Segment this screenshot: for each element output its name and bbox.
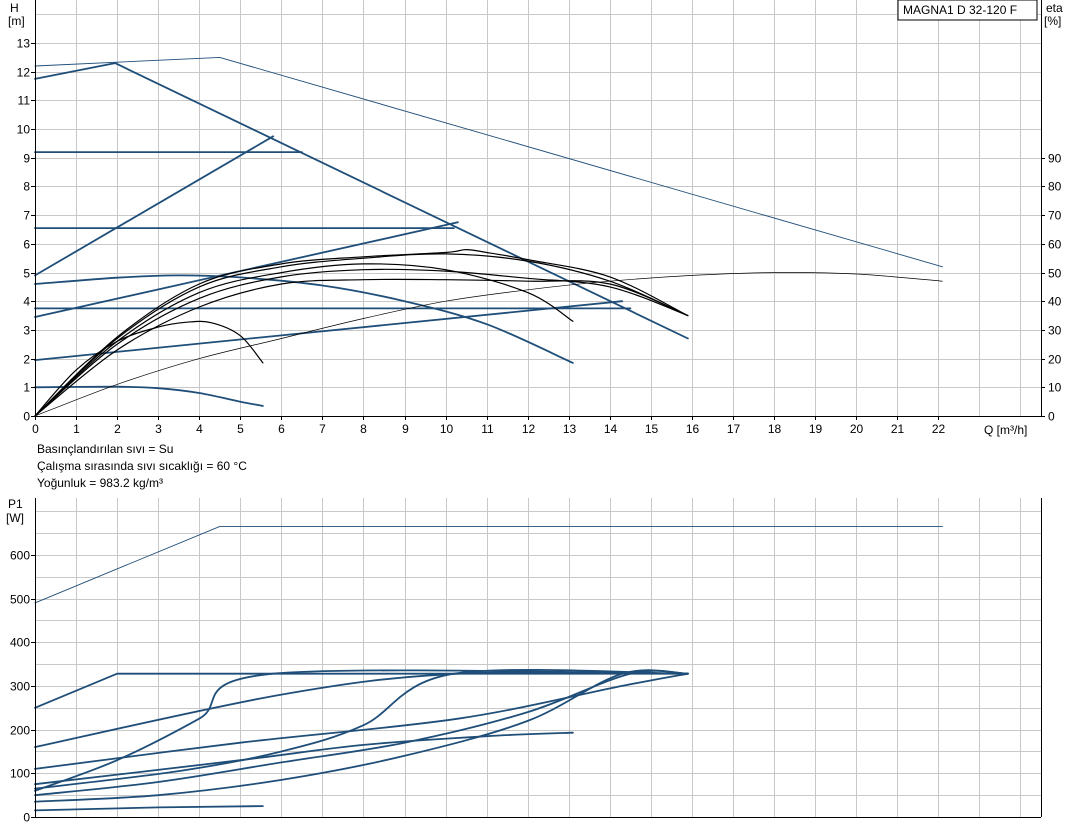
- q-tick-label: 12: [522, 422, 536, 436]
- q-tick-label: 8: [360, 422, 367, 436]
- eta-tick-label: 10: [1048, 381, 1062, 395]
- h-y-tick-label: 13: [17, 37, 31, 51]
- grid-layer: [35, 0, 1041, 817]
- p1-curve: [34, 805, 264, 812]
- info-line-fluid: Basınçlandırılan sıvı = Su: [37, 442, 173, 456]
- h-y-tick-label: 1: [23, 381, 30, 395]
- q-tick-label: 16: [686, 422, 700, 436]
- q-tick-label: 3: [155, 422, 162, 436]
- h-curve: [34, 385, 264, 407]
- h-y-tick-label: 5: [23, 267, 30, 281]
- q-tick-label: 7: [319, 422, 326, 436]
- h-curve: [34, 253, 689, 417]
- h-curve: [34, 268, 689, 417]
- q-tick-label: 0: [32, 422, 39, 436]
- h-curve: [34, 135, 275, 277]
- info-line-temperature: Çalışma sırasında sıvı sıcaklığı = 60 °C: [37, 459, 247, 473]
- h-axis-unit: [m]: [8, 14, 25, 28]
- h-curve: [34, 300, 624, 361]
- eta-tick-label: 70: [1048, 209, 1062, 223]
- h-curve: [34, 274, 574, 364]
- eta-tick-label: 40: [1048, 295, 1062, 309]
- h-y-tick-label: 11: [18, 94, 31, 108]
- q-tick-label: 5: [237, 422, 244, 436]
- p1-curve: [34, 672, 689, 770]
- p1-curve: [34, 731, 574, 786]
- series-layer: [34, 56, 943, 812]
- p1-curve: [34, 525, 943, 604]
- q-tick-label: 21: [891, 422, 905, 436]
- p1-curve: [34, 669, 689, 803]
- h-y-tick-label: 2: [23, 353, 30, 367]
- info-line-density: Yoğunluk = 983.2 kg/m³: [37, 476, 163, 490]
- q-tick-label: 18: [768, 422, 782, 436]
- q-tick-label: 1: [73, 422, 80, 436]
- p1-curve: [34, 672, 689, 709]
- q-tick-label: 14: [604, 422, 618, 436]
- q-tick-label: 10: [440, 422, 454, 436]
- h-y-tick-label: 9: [23, 152, 30, 166]
- eta-tick-label: 0: [1048, 410, 1055, 424]
- q-tick-label: 22: [932, 422, 946, 436]
- q-axis-label: Q [m³/h]: [984, 423, 1027, 437]
- p1-y-tick-label: 100: [10, 767, 30, 781]
- eta-tick-label: 30: [1048, 324, 1062, 338]
- q-tick-label: 19: [809, 422, 823, 436]
- p1-y-tick-label: 600: [10, 549, 30, 563]
- p1-curve: [34, 669, 689, 797]
- h-y-tick-label: 8: [23, 180, 30, 194]
- h-y-tick-label: 0: [23, 410, 30, 424]
- q-tick-label: 17: [727, 422, 741, 436]
- h-curve: [34, 249, 689, 417]
- p1-y-tick-label: 300: [10, 680, 30, 694]
- h-y-tick-label: 4: [23, 295, 30, 309]
- eta-tick-label: 60: [1048, 238, 1062, 252]
- p1-curve: [34, 668, 689, 790]
- p1-axis-label: P1: [8, 497, 23, 511]
- p1-y-tick-label: 400: [10, 636, 30, 650]
- q-tick-label: 6: [278, 422, 285, 436]
- h-y-tick-label: 12: [17, 66, 31, 80]
- p1-curve: [34, 671, 689, 748]
- h-y-tick-label: 3: [23, 324, 30, 338]
- p1-y-tick-label: 500: [10, 593, 30, 607]
- h-curve: [34, 263, 574, 417]
- frame-layer: [31, 0, 1045, 818]
- h-y-tick-label: 10: [17, 123, 31, 137]
- q-tick-label: 13: [563, 422, 577, 436]
- model-label-box: [897, 0, 1038, 21]
- q-tick-label: 4: [196, 422, 203, 436]
- h-y-tick-label: 6: [23, 238, 30, 252]
- q-tick-label: 15: [645, 422, 659, 436]
- q-tick-label: 20: [850, 422, 864, 436]
- eta-tick-label: 80: [1048, 180, 1062, 194]
- q-tick-label: 2: [114, 422, 121, 436]
- p1-curve: [34, 669, 689, 792]
- h-curve: [34, 56, 943, 268]
- q-tick-label: 11: [481, 422, 494, 436]
- eta-tick-label: 20: [1048, 353, 1062, 367]
- h-y-tick-label: 7: [23, 209, 30, 223]
- eta-tick-label: 90: [1048, 152, 1062, 166]
- q-tick-label: 9: [402, 422, 409, 436]
- h-curve: [34, 320, 264, 417]
- eta-axis-label: eta: [1046, 1, 1063, 15]
- label-layer: H [m] eta [%] Q [m³/h] P1 [W] Basınçland…: [6, 0, 1063, 825]
- eta-axis-unit: [%]: [1044, 14, 1061, 28]
- eta-tick-label: 50: [1048, 267, 1062, 281]
- p1-axis-unit: [W]: [6, 511, 24, 525]
- p1-y-tick-label: 0: [23, 811, 30, 825]
- h-axis-label: H: [10, 1, 19, 15]
- model-label: MAGNA1 D 32-120 F: [903, 3, 1017, 17]
- h-curve: [34, 278, 689, 417]
- p1-y-tick-label: 200: [10, 724, 30, 738]
- h-curve: [34, 272, 943, 417]
- h-curve: [34, 62, 689, 340]
